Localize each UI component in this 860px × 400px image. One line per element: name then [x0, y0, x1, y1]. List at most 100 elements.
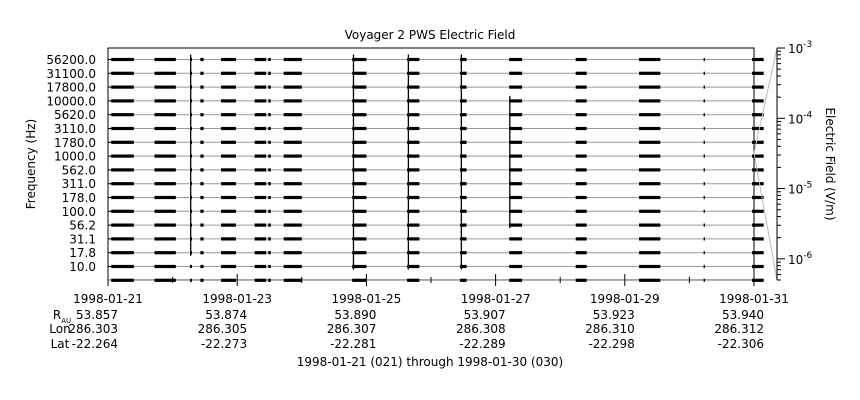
data-block [268, 251, 271, 255]
data-block [703, 195, 705, 200]
data-block [460, 251, 467, 255]
data-block [352, 99, 367, 103]
data-block [283, 57, 302, 62]
data-block [268, 99, 271, 103]
data-block [221, 99, 236, 103]
data-block [509, 126, 523, 131]
data-block [200, 182, 204, 186]
data-block [254, 182, 267, 186]
data-block [154, 154, 176, 158]
data-block [639, 85, 661, 89]
data-block [575, 71, 587, 75]
data-block [268, 223, 271, 227]
ephem-value-lat: -22.298 [588, 337, 634, 351]
data-block [111, 237, 134, 241]
data-block [407, 195, 420, 200]
data-block [639, 99, 661, 103]
data-block [352, 85, 367, 89]
data-block [154, 140, 176, 144]
chart-title: Voyager 2 PWS Electric Field [345, 28, 516, 42]
colorbar: 10-3 10-4 10-5 10-6 Electric Field (V/m) [753, 40, 837, 281]
ephem-lon-label: Lon [49, 322, 70, 336]
data-block [200, 71, 204, 75]
data-block [575, 278, 587, 282]
data-block [154, 278, 176, 282]
ephem-value-lon: 286.305 [198, 322, 248, 336]
data-block [352, 251, 367, 255]
data-block [352, 168, 367, 172]
data-block [352, 209, 367, 213]
data-block [639, 113, 661, 117]
data-block [407, 251, 420, 255]
data-block [268, 113, 271, 117]
ephem-value-lat: -22.273 [201, 337, 247, 351]
data-block [639, 278, 661, 282]
data-block [460, 99, 467, 103]
data-block [221, 168, 236, 172]
data-block [283, 140, 302, 144]
x-tick-labels: 1998-01-21 1998-01-23 1998-01-25 1998-01-27… [73, 292, 789, 306]
data-block [460, 57, 467, 62]
data-block [575, 99, 587, 103]
data-block [254, 99, 267, 103]
data-block [283, 209, 302, 213]
data-block [154, 85, 176, 89]
data-block [221, 57, 236, 62]
y-tick-label: 3110.0 [54, 122, 96, 136]
data-block [509, 223, 523, 227]
data-block [575, 209, 587, 213]
data-block [752, 126, 764, 131]
data-blocks [111, 57, 764, 282]
data-block [111, 99, 134, 103]
data-block [283, 278, 302, 282]
data-block [407, 223, 420, 227]
data-block [200, 264, 204, 269]
data-block [509, 237, 523, 241]
data-block [254, 209, 267, 213]
data-block [254, 264, 267, 269]
data-block [111, 278, 134, 282]
data-block [575, 237, 587, 241]
data-block [200, 113, 204, 117]
data-block [352, 223, 367, 227]
data-block [703, 237, 705, 241]
data-block [111, 168, 134, 172]
data-block [200, 195, 204, 200]
y-tick-label: 311.0 [62, 177, 96, 191]
data-block [407, 85, 420, 89]
colorbar-connector-bottom [753, 152, 778, 281]
data-block [154, 113, 176, 117]
data-block [407, 237, 420, 241]
data-block [154, 57, 176, 62]
data-block [352, 195, 367, 200]
data-block [254, 237, 267, 241]
data-block [509, 278, 523, 282]
data-block [703, 113, 705, 117]
data-block [268, 126, 271, 131]
data-block [352, 237, 367, 241]
data-block [268, 140, 271, 144]
data-block [509, 182, 523, 186]
ephem-lat-label: Lat [51, 337, 70, 351]
ephem-value-lat: -22.306 [718, 337, 764, 351]
data-block [407, 209, 420, 213]
data-block [575, 126, 587, 131]
data-block [509, 264, 523, 269]
data-block [407, 57, 420, 62]
data-block [111, 85, 134, 89]
data-block [460, 182, 467, 186]
data-block [283, 195, 302, 200]
data-block [575, 113, 587, 117]
data-block [200, 99, 204, 103]
y-tick-labels: 56200.031100.017800.010000.05620.03110.0… [46, 53, 112, 274]
data-block [200, 223, 204, 227]
y-tick-label: 5620.0 [54, 108, 96, 122]
data-block [200, 251, 204, 255]
data-block [752, 182, 764, 186]
ephem-r-label: RAU [53, 308, 71, 325]
data-block [752, 154, 764, 158]
data-block [460, 113, 467, 117]
ephem-value-lat: -22.281 [330, 337, 376, 351]
y-tick-label: 10000.0 [46, 94, 96, 108]
data-block [268, 168, 271, 172]
